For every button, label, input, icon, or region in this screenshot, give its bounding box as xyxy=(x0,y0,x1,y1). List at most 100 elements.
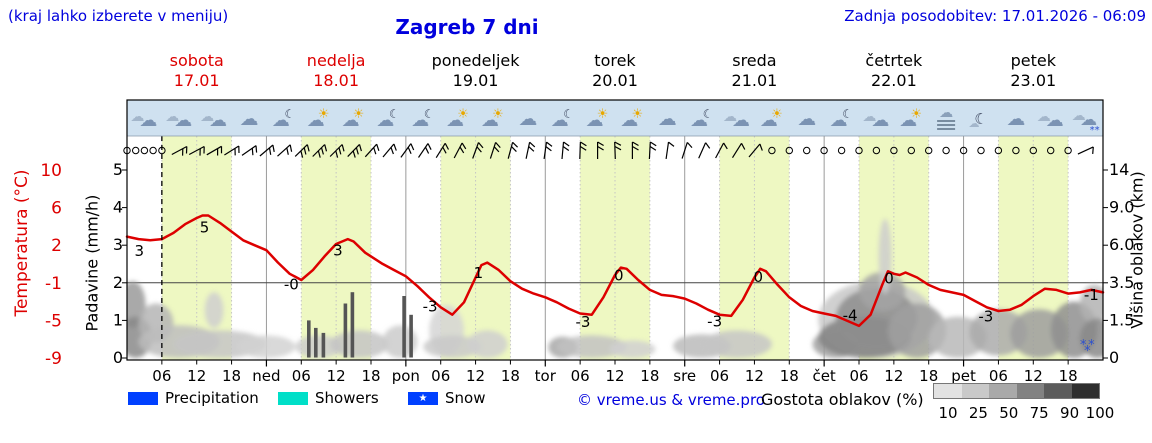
weather-icon-strip xyxy=(127,100,1103,136)
precipitation-bars xyxy=(307,292,413,358)
svg-text:četrtek: četrtek xyxy=(865,51,923,70)
wind-barb-icon xyxy=(665,141,675,159)
wind-barb-icon xyxy=(435,142,450,159)
svg-text:1: 1 xyxy=(113,310,123,329)
svg-text:☾: ☾ xyxy=(389,107,400,121)
wind-barb-icon xyxy=(418,143,432,158)
cloud-density-scale xyxy=(933,383,1100,399)
wind-barb-icon xyxy=(525,141,536,159)
wind-barb-icon xyxy=(731,142,746,159)
svg-text:ponedeljek: ponedeljek xyxy=(432,51,521,70)
svg-text:☁: ☁ xyxy=(899,110,917,131)
copyright-link[interactable]: © vreme.us & vreme.pro xyxy=(577,391,765,409)
svg-text:10: 10 xyxy=(40,161,62,181)
svg-text:☾: ☾ xyxy=(424,107,435,121)
calm-wind-icon xyxy=(1047,146,1055,155)
svg-text:3: 3 xyxy=(135,242,145,260)
svg-text:23.01: 23.01 xyxy=(1010,71,1056,90)
svg-text:☀: ☀ xyxy=(353,107,365,122)
wind-barb-icon xyxy=(561,141,570,160)
wind-barb-icon xyxy=(259,144,275,157)
density-swatch xyxy=(961,384,989,398)
calm-wind-icon xyxy=(837,146,846,155)
snow-swatch-icon: ★ xyxy=(408,391,438,405)
density-tick-label: 50 xyxy=(999,404,1019,422)
svg-text:čet: čet xyxy=(812,367,835,385)
wind-barb-icon xyxy=(507,141,519,159)
clouds-icon: ☁☁ xyxy=(1037,109,1064,131)
svg-text:18: 18 xyxy=(222,367,241,385)
calm-wind-icon xyxy=(123,146,131,155)
clouds-icon: ☁☁ xyxy=(165,109,192,131)
svg-text:2: 2 xyxy=(113,273,123,292)
svg-text:☾: ☾ xyxy=(563,107,574,121)
last-update-text: Zadnja posodobitev: 17.01.2026 - 06:09 xyxy=(844,7,1146,25)
svg-text:12: 12 xyxy=(327,367,346,385)
svg-text:06: 06 xyxy=(710,367,729,385)
svg-text:5: 5 xyxy=(113,160,123,179)
clouds-icon: ☁☁ xyxy=(723,109,750,131)
calm-wind-icon xyxy=(1029,146,1038,155)
sun-cloud-icon: ☀☁ xyxy=(899,107,922,131)
svg-text:1.5: 1.5 xyxy=(1109,310,1134,329)
cloud-icon: ☁ xyxy=(518,108,537,130)
svg-text:06: 06 xyxy=(431,367,450,385)
svg-text:☁: ☁ xyxy=(272,110,290,131)
calm-wind-icon xyxy=(803,146,811,155)
svg-text:☁: ☁ xyxy=(481,110,499,131)
svg-text:*: * xyxy=(1080,338,1087,353)
svg-text:18: 18 xyxy=(1059,367,1078,385)
svg-text:-3: -3 xyxy=(423,297,438,315)
density-tick-label: 10 xyxy=(938,404,958,422)
wind-barb-icon xyxy=(715,142,728,159)
svg-text:3: 3 xyxy=(113,235,123,254)
calm-wind-icon xyxy=(977,146,985,155)
svg-text:☁: ☁ xyxy=(1080,110,1097,130)
moon-cloud-icon: ☾☁ xyxy=(830,107,853,131)
svg-text:-0: -0 xyxy=(284,275,299,293)
cloud-icon: ☁ xyxy=(1006,108,1025,130)
sun-cloud-icon: ☀☁ xyxy=(620,107,643,131)
svg-text:06: 06 xyxy=(989,367,1008,385)
menu-hint-text: (kraj lahko izberete v meniju) xyxy=(8,7,229,25)
calm-wind-icon xyxy=(890,146,898,155)
clouds-icon: ☁☁ xyxy=(862,109,889,131)
svg-text:06: 06 xyxy=(292,367,311,385)
svg-text:pet: pet xyxy=(951,367,976,385)
cloud-icon: ☁ xyxy=(658,108,677,130)
calm-wind-icon xyxy=(855,146,863,155)
svg-text:06: 06 xyxy=(152,367,171,385)
moon-cloud-icon: ☾☁ xyxy=(411,107,434,131)
calm-wind-icon xyxy=(132,146,140,155)
svg-text:12: 12 xyxy=(1024,367,1043,385)
sun-cloud-icon: ☀☁ xyxy=(307,107,330,131)
calm-wind-icon xyxy=(1064,146,1072,155)
svg-text:☾: ☾ xyxy=(703,107,714,121)
weather-icons: ☁☁ ☁☁ ☁☁ ☁ ☾☁ ☀☁ ☀☁ ☾☁ ☾☁ ☀☁ ☀☁ ☁ ☾☁ ☀☁ ☀☁ ☁ ☾☁ ☁☁ ☀☁ ☁ ☾☁ ☁☁… xyxy=(130,105,1099,136)
svg-text:☁: ☁ xyxy=(620,110,638,131)
svg-text:17.01: 17.01 xyxy=(174,71,220,90)
svg-text:**: ** xyxy=(1090,125,1100,136)
svg-text:-1: -1 xyxy=(1084,286,1099,304)
wind-barb-icon xyxy=(543,141,553,159)
svg-text:☁: ☁ xyxy=(862,109,876,125)
wind-barbs xyxy=(123,141,1094,160)
svg-text:☁: ☁ xyxy=(871,110,889,131)
y-axis-values: 10 5 146 4 9.02 3 6.0-1 2 3.5-5 1 1.5-9 0 0 xyxy=(40,160,1134,369)
svg-text:4: 4 xyxy=(113,198,123,217)
calm-wind-icon xyxy=(140,146,149,155)
svg-text:☁: ☁ xyxy=(1006,108,1025,130)
svg-text:21.01: 21.01 xyxy=(732,71,778,90)
wind-barb-icon xyxy=(631,141,639,159)
wind-barb-icon xyxy=(224,145,240,156)
calm-wind-icon xyxy=(768,146,776,155)
moon-cloud-icon: ☾☁ xyxy=(376,107,399,131)
calm-wind-icon xyxy=(1012,146,1020,155)
wind-barb-icon xyxy=(277,144,293,157)
svg-text:pon: pon xyxy=(392,367,420,385)
svg-text:sre: sre xyxy=(673,367,696,385)
svg-text:12: 12 xyxy=(605,367,624,385)
density-swatch xyxy=(1016,384,1044,398)
